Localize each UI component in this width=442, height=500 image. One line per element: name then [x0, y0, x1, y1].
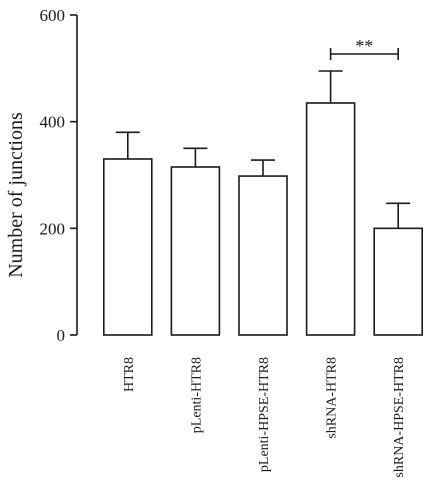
y-tick-label: 200 [40, 219, 66, 238]
bar [238, 175, 288, 336]
y-tick-label: 0 [57, 326, 66, 345]
x-tick-label: pLenti-HTR8 [189, 357, 204, 433]
x-tick-label: shRNA-HPSE-HTR8 [392, 357, 407, 478]
x-tick-label: pLenti-HPSE-HTR8 [257, 357, 272, 472]
x-tick-label: HTR8 [122, 357, 137, 392]
y-axis: 0 200 400 600 [40, 6, 78, 345]
bar [103, 158, 153, 336]
bar [373, 227, 424, 336]
x-axis-labels: HTR8 pLenti-HTR8 pLenti-HPSE-HTR8 shRNA-HTR… [122, 357, 407, 478]
y-axis-label: Number of junctions [5, 112, 27, 278]
x-tick-label: shRNA-HTR8 [325, 357, 340, 439]
bars [103, 70, 424, 336]
y-tick-label: 600 [40, 6, 66, 25]
bar [305, 102, 356, 336]
bar [170, 166, 221, 336]
significance-label: ** [355, 36, 373, 56]
significance-annotation: ** [329, 36, 400, 60]
y-tick-label: 400 [40, 113, 66, 132]
